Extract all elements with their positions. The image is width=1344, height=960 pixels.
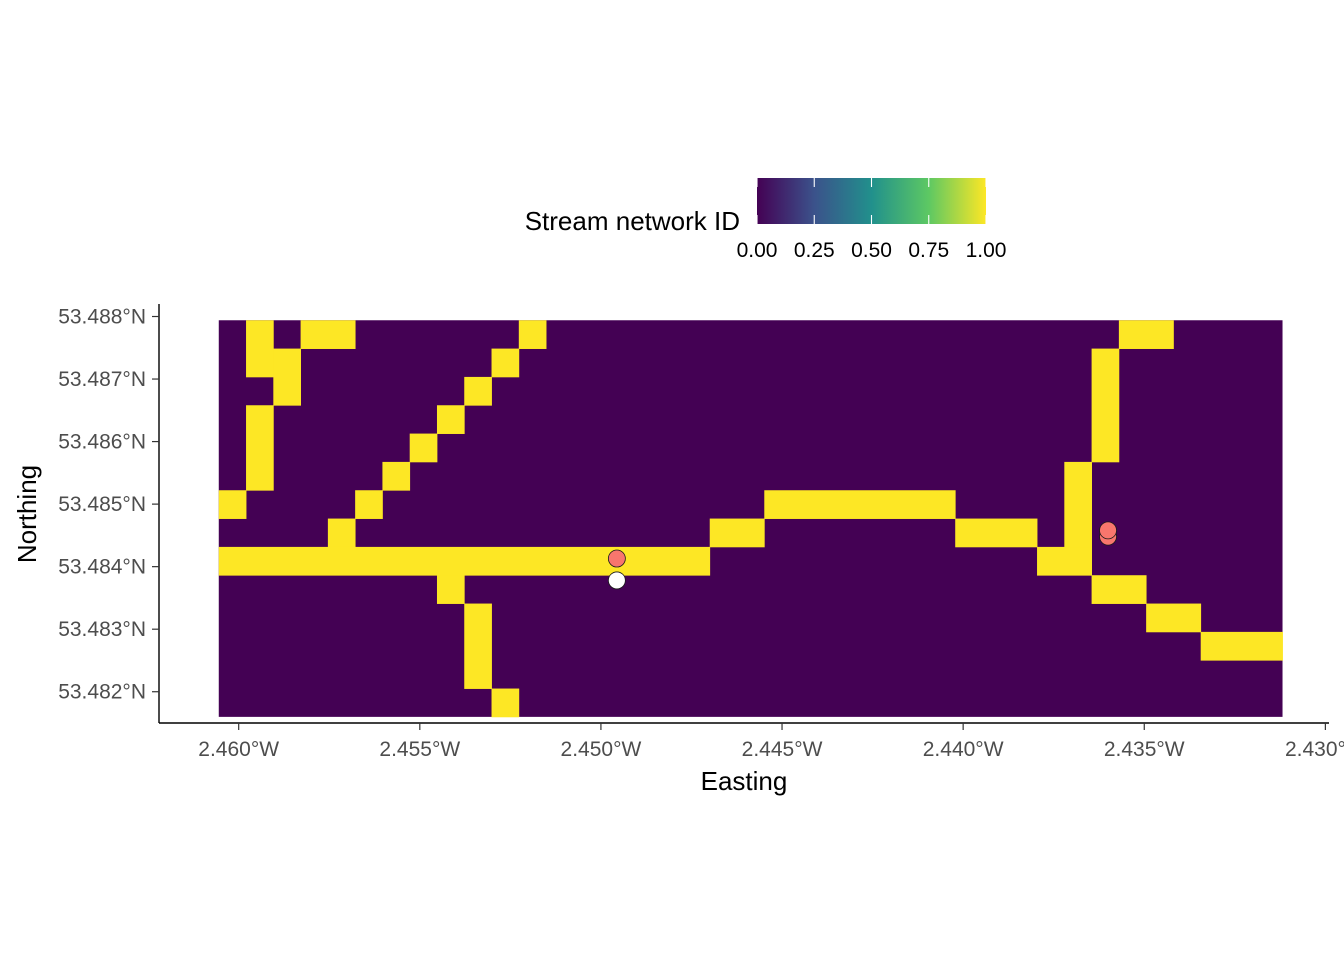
raster-cell [218, 490, 247, 519]
y-tick-label: 53.486°N [58, 431, 146, 454]
x-tick-label: 2.460°W [198, 738, 279, 761]
y-axis-ticks: 53.482°N 53.483°N 53.484°N 53.485°N 53.486°N… [58, 306, 159, 704]
raster-cell [464, 376, 492, 406]
x-tick-label: 2.445°W [742, 738, 823, 761]
x-tick-label: 2.430°W [1285, 738, 1344, 761]
axes: 2.460°W 2.455°W 2.450°W 2.445°W 2.440°W 2.435… [58, 304, 1344, 761]
raster-cell [218, 546, 711, 576]
raster-layer [218, 320, 1283, 718]
raster-cell [273, 348, 301, 406]
legend-tick-label: 0.50 [851, 239, 892, 262]
raster-cell [355, 490, 383, 519]
raster-cell [382, 461, 411, 491]
raster-cell [709, 518, 765, 548]
x-axis-title: Easting [701, 766, 788, 796]
x-tick-label: 2.455°W [379, 738, 460, 761]
y-tick-label: 53.485°N [58, 493, 146, 516]
raster-cell [246, 405, 274, 491]
raster-cell [1200, 631, 1283, 661]
y-axis-title: Northing [12, 465, 42, 563]
legend-tick-label: 0.75 [908, 239, 949, 262]
x-tick-label: 2.440°W [923, 738, 1004, 761]
raster-cell [764, 490, 956, 519]
raster-cell [1091, 575, 1147, 604]
raster-cell [409, 433, 438, 463]
x-axis-ticks: 2.460°W 2.455°W 2.450°W 2.445°W 2.440°W 2.435… [198, 723, 1344, 761]
legend: Stream network ID 0.00 0.25 0.50 0.75 1.00 [525, 178, 1007, 262]
raster-cell [464, 603, 492, 689]
raster-cell [1091, 348, 1120, 463]
station-point [1099, 521, 1117, 540]
y-tick-label: 53.488°N [58, 306, 146, 329]
raster-cell [1064, 461, 1092, 548]
x-tick-label: 2.450°W [561, 738, 642, 761]
y-tick-label: 53.484°N [58, 556, 146, 579]
raster-cell [518, 320, 547, 349]
station-point [607, 571, 626, 590]
legend-ticks [756, 178, 987, 224]
legend-tick-label: 0.25 [794, 239, 835, 262]
x-tick-label: 2.435°W [1104, 738, 1185, 761]
raster-cell [491, 688, 520, 718]
raster-cell [955, 518, 1038, 548]
raster-cell [246, 320, 274, 378]
legend-tick-label: 1.00 [966, 239, 1007, 262]
legend-tick-labels: 0.00 0.25 0.50 0.75 1.00 [737, 239, 1007, 262]
raster-cell [300, 320, 356, 349]
raster-cell [1146, 603, 1202, 633]
raster-cell [436, 575, 465, 604]
y-tick-label: 53.482°N [58, 681, 146, 704]
station-point [607, 549, 626, 568]
raster-cell [491, 348, 520, 378]
y-tick-label: 53.483°N [58, 618, 146, 641]
raster-cell [436, 405, 465, 434]
raster-cell [1118, 320, 1174, 349]
legend-tick-label: 0.00 [737, 239, 778, 262]
raster-cell [1037, 546, 1092, 576]
station-points [607, 521, 1117, 590]
y-tick-label: 53.487°N [58, 368, 146, 391]
raster-cell [327, 518, 356, 548]
legend-title: Stream network ID [525, 206, 740, 236]
